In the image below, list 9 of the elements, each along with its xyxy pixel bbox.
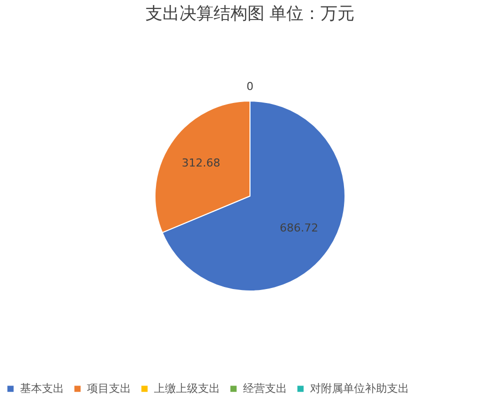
legend-label: 经营支出 [243, 382, 287, 395]
legend-label: 项目支出 [87, 382, 131, 395]
legend-label: 基本支出 [20, 382, 64, 395]
text: 0 [246, 80, 254, 93]
data-label: 686.72 [280, 222, 318, 235]
legend-label: 对附属单位补助支出 [310, 382, 409, 395]
data-label: 312.68 [182, 156, 220, 170]
legend-label: 上缴上级支出 [154, 382, 220, 395]
chart-title: 支出决算结构图 单位：万元 [145, 4, 355, 24]
